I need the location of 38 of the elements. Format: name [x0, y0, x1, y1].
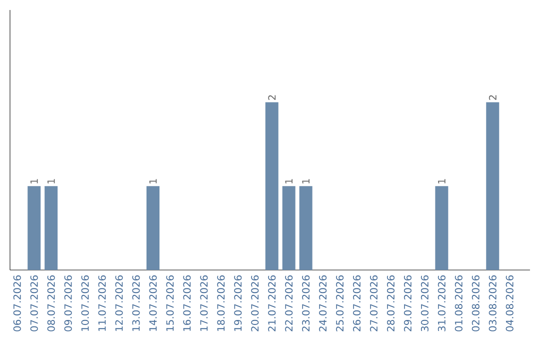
x-tick-label: 10.07.2026	[81, 275, 89, 331]
x-tick-label: 11.07.2026	[98, 275, 106, 331]
x-tick-label: 31.07.2026	[438, 275, 446, 332]
x-tick-label: 08.07.2026	[47, 275, 55, 332]
x-tick-label: 03.08.2026	[488, 275, 496, 332]
x-tick-label: 04.08.2026	[506, 275, 514, 332]
x-tick-label: 26.07.2026	[353, 275, 361, 332]
data-label: 2	[488, 95, 496, 100]
x-tick-label: 23.07.2026	[302, 275, 310, 332]
data-label: 1	[149, 179, 157, 184]
x-tick-label: 07.07.2026	[30, 275, 38, 332]
x-tick-label: 21.07.2026	[268, 275, 276, 332]
x-tick-label: 17.07.2026	[200, 275, 208, 331]
x-tick-label: 09.07.2026	[64, 275, 72, 332]
x-tick-label: 29.07.2026	[404, 275, 412, 332]
x-tick-label: 18.07.2026	[217, 275, 225, 331]
x-tick-label: 14.07.2026	[149, 275, 157, 331]
data-label: 1	[302, 179, 310, 184]
x-tick-label: 06.07.2026	[13, 275, 21, 332]
data-label: 1	[285, 179, 292, 184]
data-label: 1	[30, 179, 38, 184]
x-tick-label: 19.07.2026	[234, 275, 242, 331]
x-tick-label: 28.07.2026	[386, 275, 395, 332]
x-tick-label: 15.07.2026	[166, 275, 174, 331]
x-tick-label: 02.08.2026	[472, 275, 480, 332]
x-tick-label: 20.07.2026	[251, 275, 259, 332]
x-tick-label: 27.07.2026	[370, 275, 378, 332]
x-tick-label: 13.07.2026	[132, 275, 140, 331]
x-tick-label: 25.07.2026	[336, 275, 344, 332]
data-label: 1	[438, 179, 446, 184]
x-tick-label: 01.08.2026	[454, 275, 462, 332]
x-tick-label: 12.07.2026	[115, 275, 123, 331]
data-label: 2	[268, 95, 276, 100]
x-tick-label: 24.07.2026	[319, 275, 327, 332]
x-tick-label: 22.07.2026	[285, 275, 293, 332]
x-tick-label: 30.07.2026	[420, 275, 428, 332]
x-tick-label: 16.07.2026	[183, 275, 191, 331]
data-label: 1	[47, 179, 55, 184]
